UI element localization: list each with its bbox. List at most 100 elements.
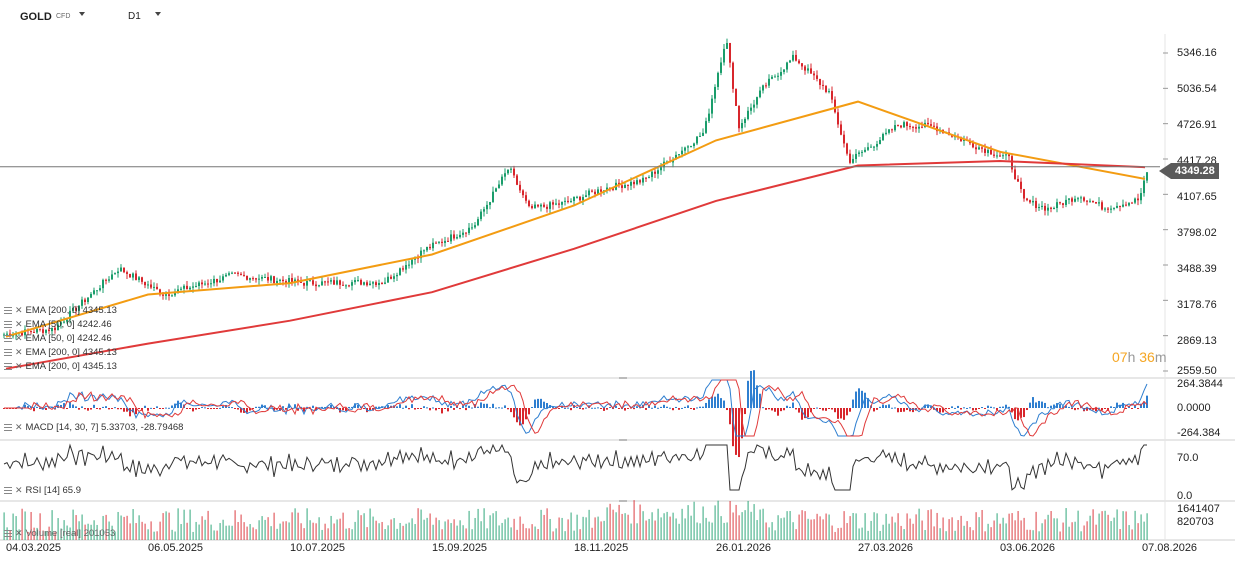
candle-body <box>825 85 827 92</box>
macd-histogram-bar <box>27 406 29 408</box>
macd-histogram-bar <box>498 407 500 409</box>
candle-body <box>675 154 677 160</box>
volume-bar <box>816 513 818 540</box>
settings-icon[interactable] <box>4 335 12 342</box>
close-icon[interactable]: ✕ <box>15 528 23 538</box>
close-icon[interactable]: ✕ <box>15 361 23 371</box>
candle-body <box>255 278 257 280</box>
macd-histogram-bar <box>228 406 230 408</box>
candle-body <box>369 283 371 286</box>
macd-histogram-bar <box>576 407 578 409</box>
indicator-legend: ✕ EMA [200, 0] 4345.13 <box>4 347 117 358</box>
candle-body <box>402 268 404 270</box>
candle-body <box>477 219 479 226</box>
timeframe-label[interactable]: D1 <box>128 11 141 22</box>
symbol-label[interactable]: GOLD <box>20 11 52 23</box>
candle-body <box>201 282 203 285</box>
macd-histogram-bar <box>924 405 926 408</box>
volume-bar <box>867 530 869 540</box>
settings-icon[interactable] <box>4 487 12 494</box>
volume-bar <box>930 509 932 540</box>
candle-body <box>171 295 173 297</box>
candle-body <box>321 281 323 286</box>
settings-icon[interactable] <box>4 321 12 328</box>
macd-histogram-bar <box>78 408 80 410</box>
volume-bar <box>912 523 914 540</box>
macd-histogram-bar <box>60 404 62 408</box>
macd-histogram-bar <box>1113 407 1115 409</box>
candle-body <box>3 334 5 336</box>
candle-body <box>1020 181 1022 190</box>
volume-bar <box>612 509 614 540</box>
candle-body <box>1014 169 1016 179</box>
volume-bar <box>189 509 191 540</box>
macd-histogram-bar <box>420 408 422 409</box>
volume-bar <box>276 528 278 540</box>
volume-bar <box>699 523 701 540</box>
volume-bar <box>1128 525 1130 540</box>
close-icon[interactable]: ✕ <box>15 319 23 329</box>
volume-bar <box>615 512 617 540</box>
candle-body <box>591 190 593 192</box>
candle-body <box>24 329 26 336</box>
candle-body <box>111 274 113 280</box>
close-icon[interactable]: ✕ <box>15 333 23 343</box>
macd-histogram-bar <box>555 407 557 409</box>
volume-bar <box>546 508 548 540</box>
macd-histogram-bar <box>1053 404 1055 408</box>
candle-body <box>48 329 50 332</box>
settings-icon[interactable] <box>4 349 12 356</box>
chevron-down-icon[interactable] <box>79 12 85 16</box>
candle-body <box>381 282 383 284</box>
candle-body <box>87 297 89 303</box>
volume-bar <box>1053 518 1055 540</box>
candle-body <box>474 225 476 228</box>
volume-bar <box>549 518 551 540</box>
macd-histogram-bar <box>297 408 299 411</box>
volume-bar <box>267 517 269 540</box>
macd-histogram-bar <box>609 406 611 408</box>
current-price-label: 4349.28 <box>1171 163 1219 179</box>
macd-histogram-bar <box>234 408 236 409</box>
macd-histogram-bar <box>462 405 464 408</box>
settings-icon[interactable] <box>4 424 12 431</box>
macd-histogram-bar <box>1008 406 1010 408</box>
settings-icon[interactable] <box>4 363 12 370</box>
candle-body <box>855 153 857 159</box>
volume-bar <box>837 528 839 540</box>
candle-body <box>972 143 974 148</box>
pane-resize-handle[interactable] <box>619 377 627 379</box>
candle-body <box>1077 198 1079 200</box>
candle-body <box>849 153 851 163</box>
volume-bar <box>144 523 146 540</box>
candle-body <box>819 78 821 85</box>
volume-bar <box>1011 513 1013 540</box>
settings-icon[interactable] <box>4 307 12 314</box>
candle-body <box>327 281 329 283</box>
macd-histogram-bar <box>219 407 221 409</box>
macd-histogram-bar <box>24 404 26 408</box>
macd-histogram-bar <box>558 408 560 409</box>
pane-resize-handle[interactable] <box>619 500 627 502</box>
candle-body <box>75 307 77 311</box>
macd-histogram-bar <box>237 408 239 410</box>
close-icon[interactable]: ✕ <box>15 347 23 357</box>
macd-histogram-bar <box>951 406 953 408</box>
volume-bar <box>1029 529 1031 540</box>
volume-bar <box>1113 517 1115 540</box>
volume-bar <box>81 514 83 540</box>
settings-icon[interactable] <box>4 530 12 537</box>
chevron-down-icon[interactable] <box>155 12 161 16</box>
close-icon[interactable]: ✕ <box>15 485 23 495</box>
volume-bar <box>966 521 968 540</box>
volume-bar <box>750 511 752 540</box>
candle-body <box>516 175 518 185</box>
macd-histogram-bar <box>813 408 815 409</box>
pane-resize-handle[interactable] <box>619 439 627 441</box>
candle-body <box>858 152 860 154</box>
close-icon[interactable]: ✕ <box>15 305 23 315</box>
volume-bar <box>636 523 638 540</box>
close-icon[interactable]: ✕ <box>15 422 23 432</box>
